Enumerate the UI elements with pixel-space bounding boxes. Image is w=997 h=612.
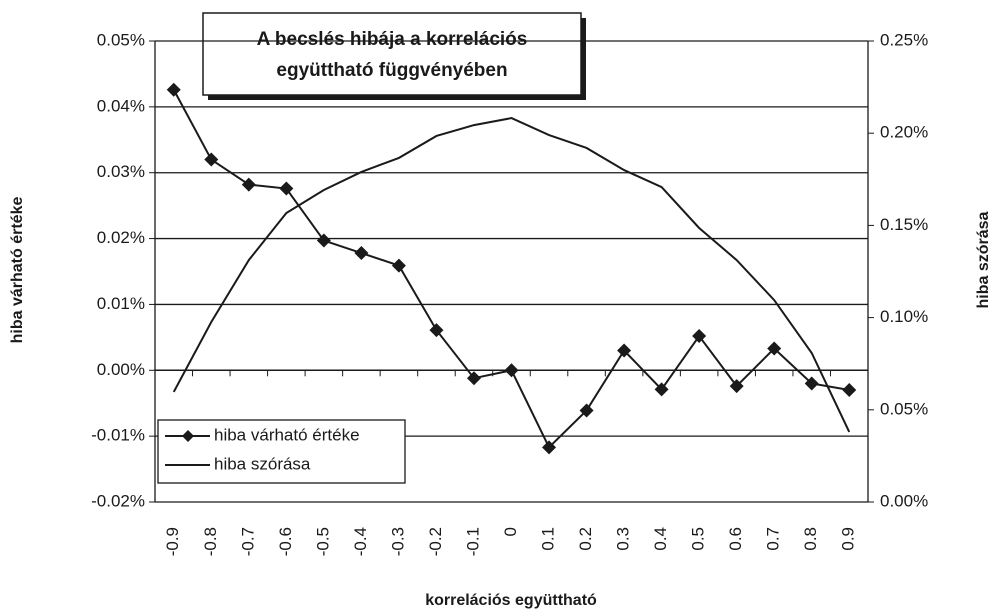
- marker: [617, 343, 632, 358]
- title-box: [202, 12, 582, 96]
- y2-tick-label: 0.25%: [880, 30, 928, 49]
- x-tick-label: 0.1: [539, 527, 558, 551]
- legend-box: [157, 419, 406, 484]
- x-tick-label: -0.4: [351, 527, 370, 556]
- series-line: [172, 117, 851, 433]
- marker: [579, 403, 594, 418]
- marker: [204, 152, 219, 167]
- chart-title: együttható függvényében: [276, 60, 507, 81]
- x-tick-label: 0.8: [801, 527, 820, 551]
- marker: [279, 181, 294, 196]
- x-tick-label: -0.7: [238, 527, 257, 556]
- x-tick-label: -0.9: [163, 527, 182, 556]
- y2-tick-label: 0.10%: [880, 307, 928, 326]
- x-tick-label: 0.9: [839, 527, 858, 551]
- marker: [429, 323, 444, 338]
- x-tick-label: 0.4: [651, 527, 670, 551]
- y2-tick-label: 0.05%: [880, 399, 928, 418]
- marker: [166, 82, 181, 97]
- y-tick-label: 0.03%: [97, 162, 145, 181]
- x-tick-label: -0.1: [463, 527, 482, 556]
- y2-axis-title: hiba szórása: [975, 211, 992, 308]
- y-tick-label: 0.02%: [97, 228, 145, 247]
- marker: [466, 371, 481, 386]
- x-tick-label: 0.3: [614, 527, 633, 551]
- x-axis-title: korrelációs együttható: [425, 592, 597, 609]
- x-tick-label: 0.6: [726, 527, 745, 551]
- legend-label: hiba szórása: [214, 454, 311, 473]
- y-tick-label: -0.02%: [91, 491, 145, 510]
- x-tick-label: -0.2: [426, 527, 445, 556]
- marker: [354, 246, 369, 261]
- marker: [692, 329, 707, 344]
- marker: [842, 383, 857, 398]
- x-tick-label: 0.2: [576, 527, 595, 551]
- marker: [316, 233, 331, 248]
- marker: [804, 376, 819, 391]
- series-line: [172, 89, 850, 450]
- marker: [654, 382, 669, 397]
- x-tick-label: -0.8: [201, 527, 220, 556]
- marker: [542, 440, 557, 455]
- y2-tick-label: 0.00%: [880, 491, 928, 510]
- y-axis-title: hiba várható értéke: [9, 197, 26, 344]
- y-tick-label: 0.01%: [97, 294, 145, 313]
- y-tick-label: 0.04%: [97, 96, 145, 115]
- x-tick-label: -0.6: [276, 527, 295, 556]
- x-tick-label: -0.5: [313, 527, 332, 556]
- legend-label: hiba várható értéke: [214, 425, 360, 444]
- chart-title: A becslés hibája a korrelációs: [257, 29, 528, 50]
- x-tick-label: 0.7: [764, 527, 783, 551]
- marker: [182, 430, 194, 442]
- x-tick-label: -0.3: [388, 527, 407, 556]
- marker: [729, 379, 744, 394]
- marker: [391, 258, 406, 273]
- legend: hiba várható értéke hiba szórása: [157, 419, 406, 484]
- y-tick-label: -0.01%: [91, 426, 145, 445]
- y-tick-label: 0.05%: [97, 30, 145, 49]
- y2-tick-label: 0.15%: [880, 215, 928, 234]
- y-tick-label: 0.00%: [97, 360, 145, 379]
- marker: [504, 363, 519, 378]
- x-tick-label: 0: [501, 527, 520, 536]
- marker: [241, 177, 256, 192]
- x-tick-label: 0.5: [689, 527, 708, 551]
- marker: [767, 341, 782, 356]
- y2-tick-label: 0.20%: [880, 123, 928, 142]
